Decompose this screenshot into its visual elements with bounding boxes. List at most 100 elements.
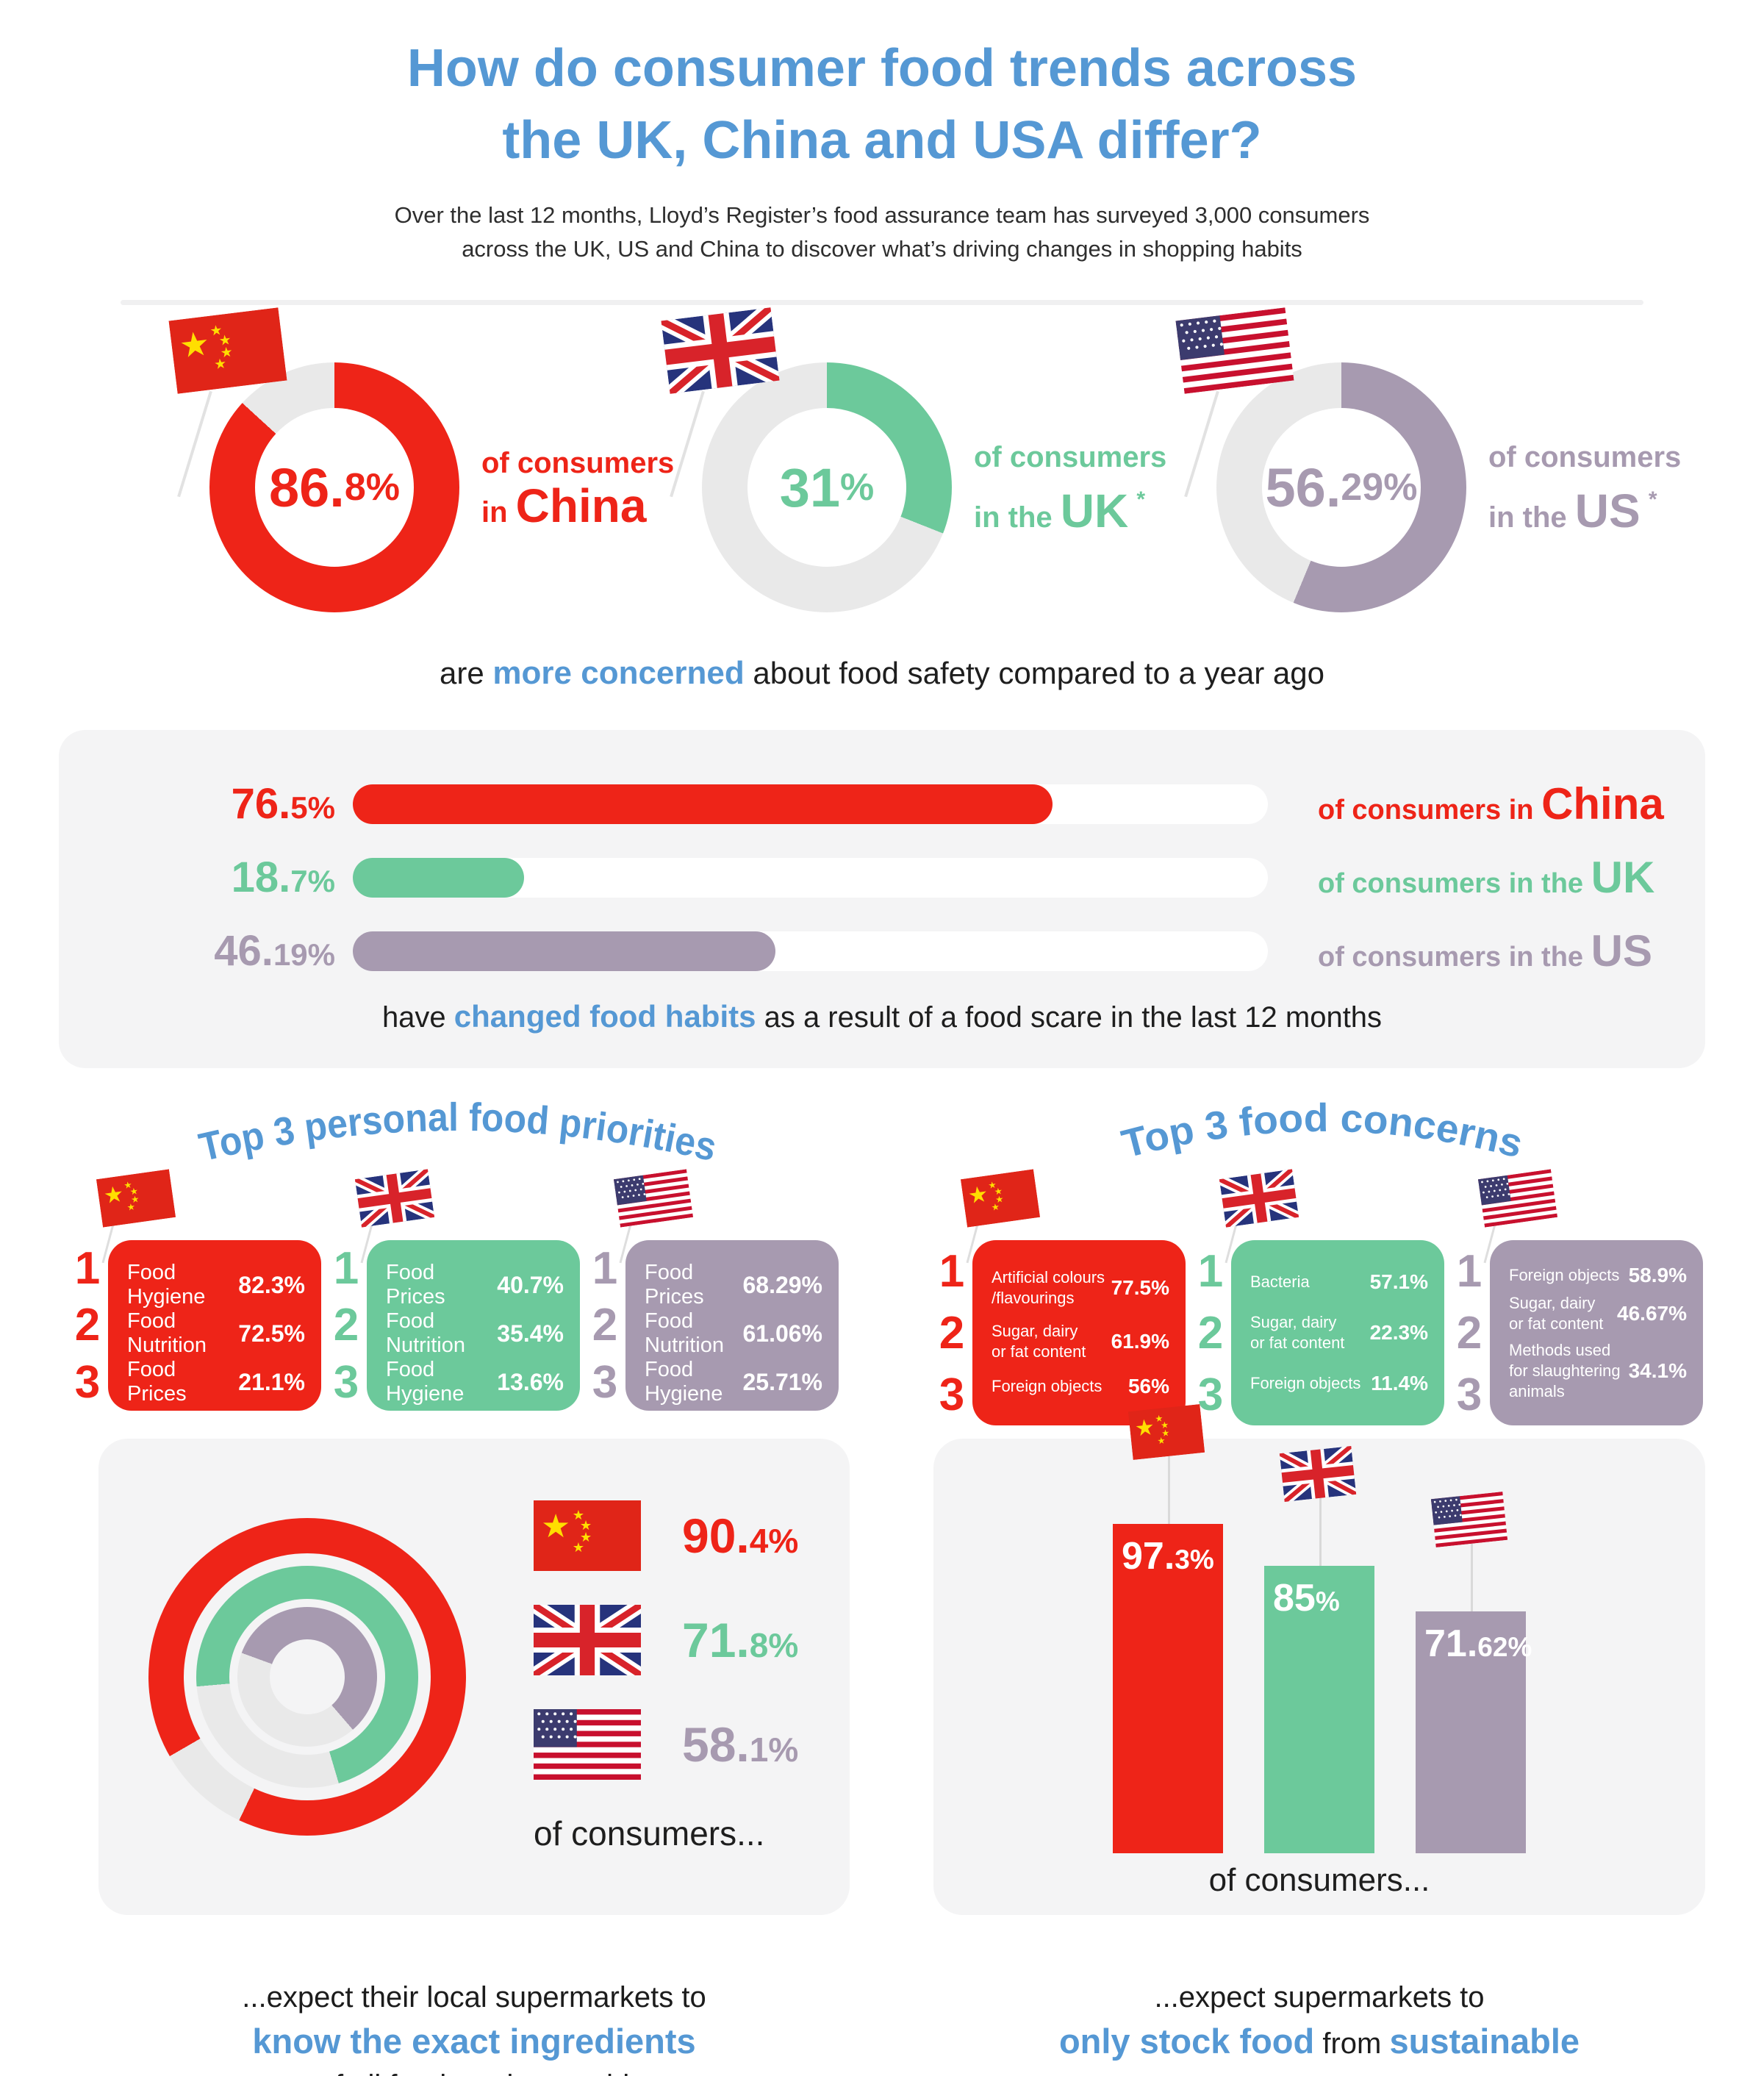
section-divider (121, 300, 1643, 305)
uk-donut-chart: 31% (661, 307, 952, 612)
rank-2: 2 (1197, 1307, 1224, 1359)
svg-text:★: ★ (967, 1181, 990, 1209)
item-value: 61.06% (742, 1320, 822, 1347)
caption-prefix: are (440, 656, 493, 690)
rank-3: 3 (74, 1356, 101, 1408)
uk-donut-value-small: % (840, 466, 875, 509)
item-label: Food Hygiene (386, 1358, 465, 1406)
uk-bar-value-small: % (1315, 1586, 1340, 1617)
svg-text:★: ★ (988, 1180, 997, 1191)
us-habit-bar-fill (353, 931, 776, 971)
china-priorities-card-unit: ★ ★ ★ ★ ★ 1 2 3 Food Hygiene 82.3% Food Nutri… (70, 1169, 329, 1411)
bottom-captions: ...expect their local supermarkets to kn… (0, 1975, 1764, 2076)
svg-text:★: ★ (209, 322, 223, 339)
us-legend-value-big: 58. (682, 1717, 750, 1772)
us-habit-label-prefix: of consumers in the (1318, 942, 1591, 973)
sustainable-bar-chart: ★ ★ ★ ★ ★ 97.3% 85% 71.62% (933, 1404, 1705, 1853)
uk-concerns-card: Bacteria 57.1% Sugar, dairy or fat conten… (1231, 1240, 1444, 1425)
china-habit-value-small: 5% (290, 790, 335, 825)
us-habit-row: 46.19% of consumers in the US (115, 926, 1705, 976)
uk-concerns-ranks: 1 2 3 (1191, 1240, 1230, 1425)
ingredients-caption-line3: of all food products sold (98, 2064, 850, 2076)
us-donut-value: 56. 29% (1262, 408, 1421, 567)
china-donut-label-prefix: in (481, 495, 516, 529)
rank-3: 3 (939, 1369, 965, 1420)
rank-2: 2 (1456, 1307, 1482, 1359)
us-donut-label-line1: of consumers (1488, 441, 1682, 473)
us-flag-pole (1471, 1539, 1473, 1611)
sustainable-caption: ...expect supermarkets to only stock foo… (933, 1975, 1705, 2076)
us-habit-bar-track (353, 931, 1268, 971)
uk-donut-label-prefix: in the (974, 501, 1061, 534)
rank-1: 1 (74, 1243, 101, 1295)
china-flag-icon: ★ ★ ★ ★ ★ (96, 1169, 176, 1228)
svg-text:★: ★ (177, 324, 212, 365)
item-label: Sugar, dairy or fat content (992, 1321, 1086, 1361)
item-label: Food Hygiene (645, 1358, 723, 1406)
item-label: Foreign objects (1509, 1266, 1620, 1284)
china-flag-icon: ★ ★ ★ ★ ★ (168, 307, 287, 394)
svg-text:★: ★ (541, 1508, 570, 1545)
uk-habit-bar-fill (353, 857, 524, 898)
changed-habits-caption: have changed food habits as a result of … (59, 999, 1705, 1034)
us-flag-icon (534, 1709, 641, 1780)
item-value: 22.3% (1369, 1320, 1428, 1344)
us-habit-value: 46.19% (115, 926, 335, 976)
us-habit-value-small: 19% (273, 937, 335, 972)
uk-habit-label-prefix: of consumers in the (1318, 868, 1591, 899)
item-label: Food Nutrition (386, 1309, 465, 1357)
item-value: 61.9% (1111, 1329, 1169, 1353)
china-bar-value: 97.3% (1113, 1524, 1223, 1578)
uk-flag-icon (1279, 1446, 1357, 1502)
uk-legend-value: 71.8% (682, 1612, 798, 1668)
china-habit-row: 76.5% of consumers in China (115, 778, 1705, 829)
uk-flag-pole (670, 390, 705, 498)
item-value: 11.4% (1371, 1372, 1428, 1395)
svg-text:★: ★ (218, 332, 232, 348)
svg-text:★: ★ (102, 1181, 126, 1209)
us-donut-value-small: 29% (1341, 466, 1418, 509)
item-value: 72.5% (238, 1320, 305, 1347)
us-priorities-ranks: 1 2 3 (586, 1240, 624, 1411)
bars-footer: of consumers... (1208, 1862, 1430, 1898)
ring-gap (229, 1599, 385, 1755)
rank-2: 2 (592, 1300, 618, 1351)
uk-bar-value-big: 85 (1273, 1577, 1316, 1619)
china-donut-value-big: 86. (268, 457, 345, 518)
us-concerns-card: Foreign objects 58.9% Sugar, dairy or fat… (1490, 1240, 1703, 1425)
uk-legend-value-big: 71. (682, 1613, 750, 1667)
svg-text:★: ★ (220, 344, 234, 361)
svg-text:★: ★ (994, 1194, 1004, 1205)
china-flag-pole (1168, 1452, 1170, 1524)
china-donut-label-line1: of consumers (481, 446, 675, 479)
rank-1: 1 (1197, 1245, 1224, 1297)
item-label: Food Prices (645, 1261, 704, 1309)
item-value: 82.3% (238, 1271, 305, 1298)
item-value: 57.1% (1369, 1270, 1428, 1293)
uk-donut-label: of consumers in the UK * (974, 436, 1166, 539)
china-habit-value-big: 76. (231, 780, 291, 828)
item-label: Food Nutrition (127, 1309, 207, 1357)
svg-text:★: ★ (1155, 1413, 1164, 1424)
priorities-heading-text: Top 3 personal food priorities (195, 1095, 720, 1170)
uk-donut-country: UK (1060, 484, 1129, 537)
rank-1: 1 (1456, 1245, 1482, 1297)
priorities-group: Top 3 personal food priorities ★ ★ ★ ★ ★ 1 2… (70, 1089, 846, 1425)
svg-text:★: ★ (991, 1202, 1000, 1213)
ring-gap (184, 1553, 431, 1800)
item-label: Food Nutrition (645, 1309, 724, 1357)
sustainable-caption-h1: only stock food (1058, 2022, 1315, 2061)
china-donut-value: 86. 8% (255, 408, 414, 567)
uk-flag-icon (354, 1169, 435, 1228)
caption-suffix: about food safety compared to a year ago (744, 656, 1324, 690)
item-label: Foreign objects (1250, 1374, 1361, 1393)
china-bar-value-small: 3% (1175, 1545, 1214, 1575)
item-label: Food Hygiene (127, 1261, 206, 1309)
china-concerns-ranks: 1 2 3 (933, 1240, 971, 1425)
us-bar-value-small: 62% (1477, 1632, 1532, 1662)
rings-footer: of consumers... (534, 1814, 765, 1853)
uk-habit-value-big: 18. (231, 853, 291, 901)
china-flag-icon: ★ ★ ★ ★ ★ (534, 1500, 641, 1571)
item-label: Artificial colours /flavourings (992, 1267, 1105, 1307)
us-safety-donut-group: 56. 29% of consumers in the US * (1175, 307, 1681, 612)
